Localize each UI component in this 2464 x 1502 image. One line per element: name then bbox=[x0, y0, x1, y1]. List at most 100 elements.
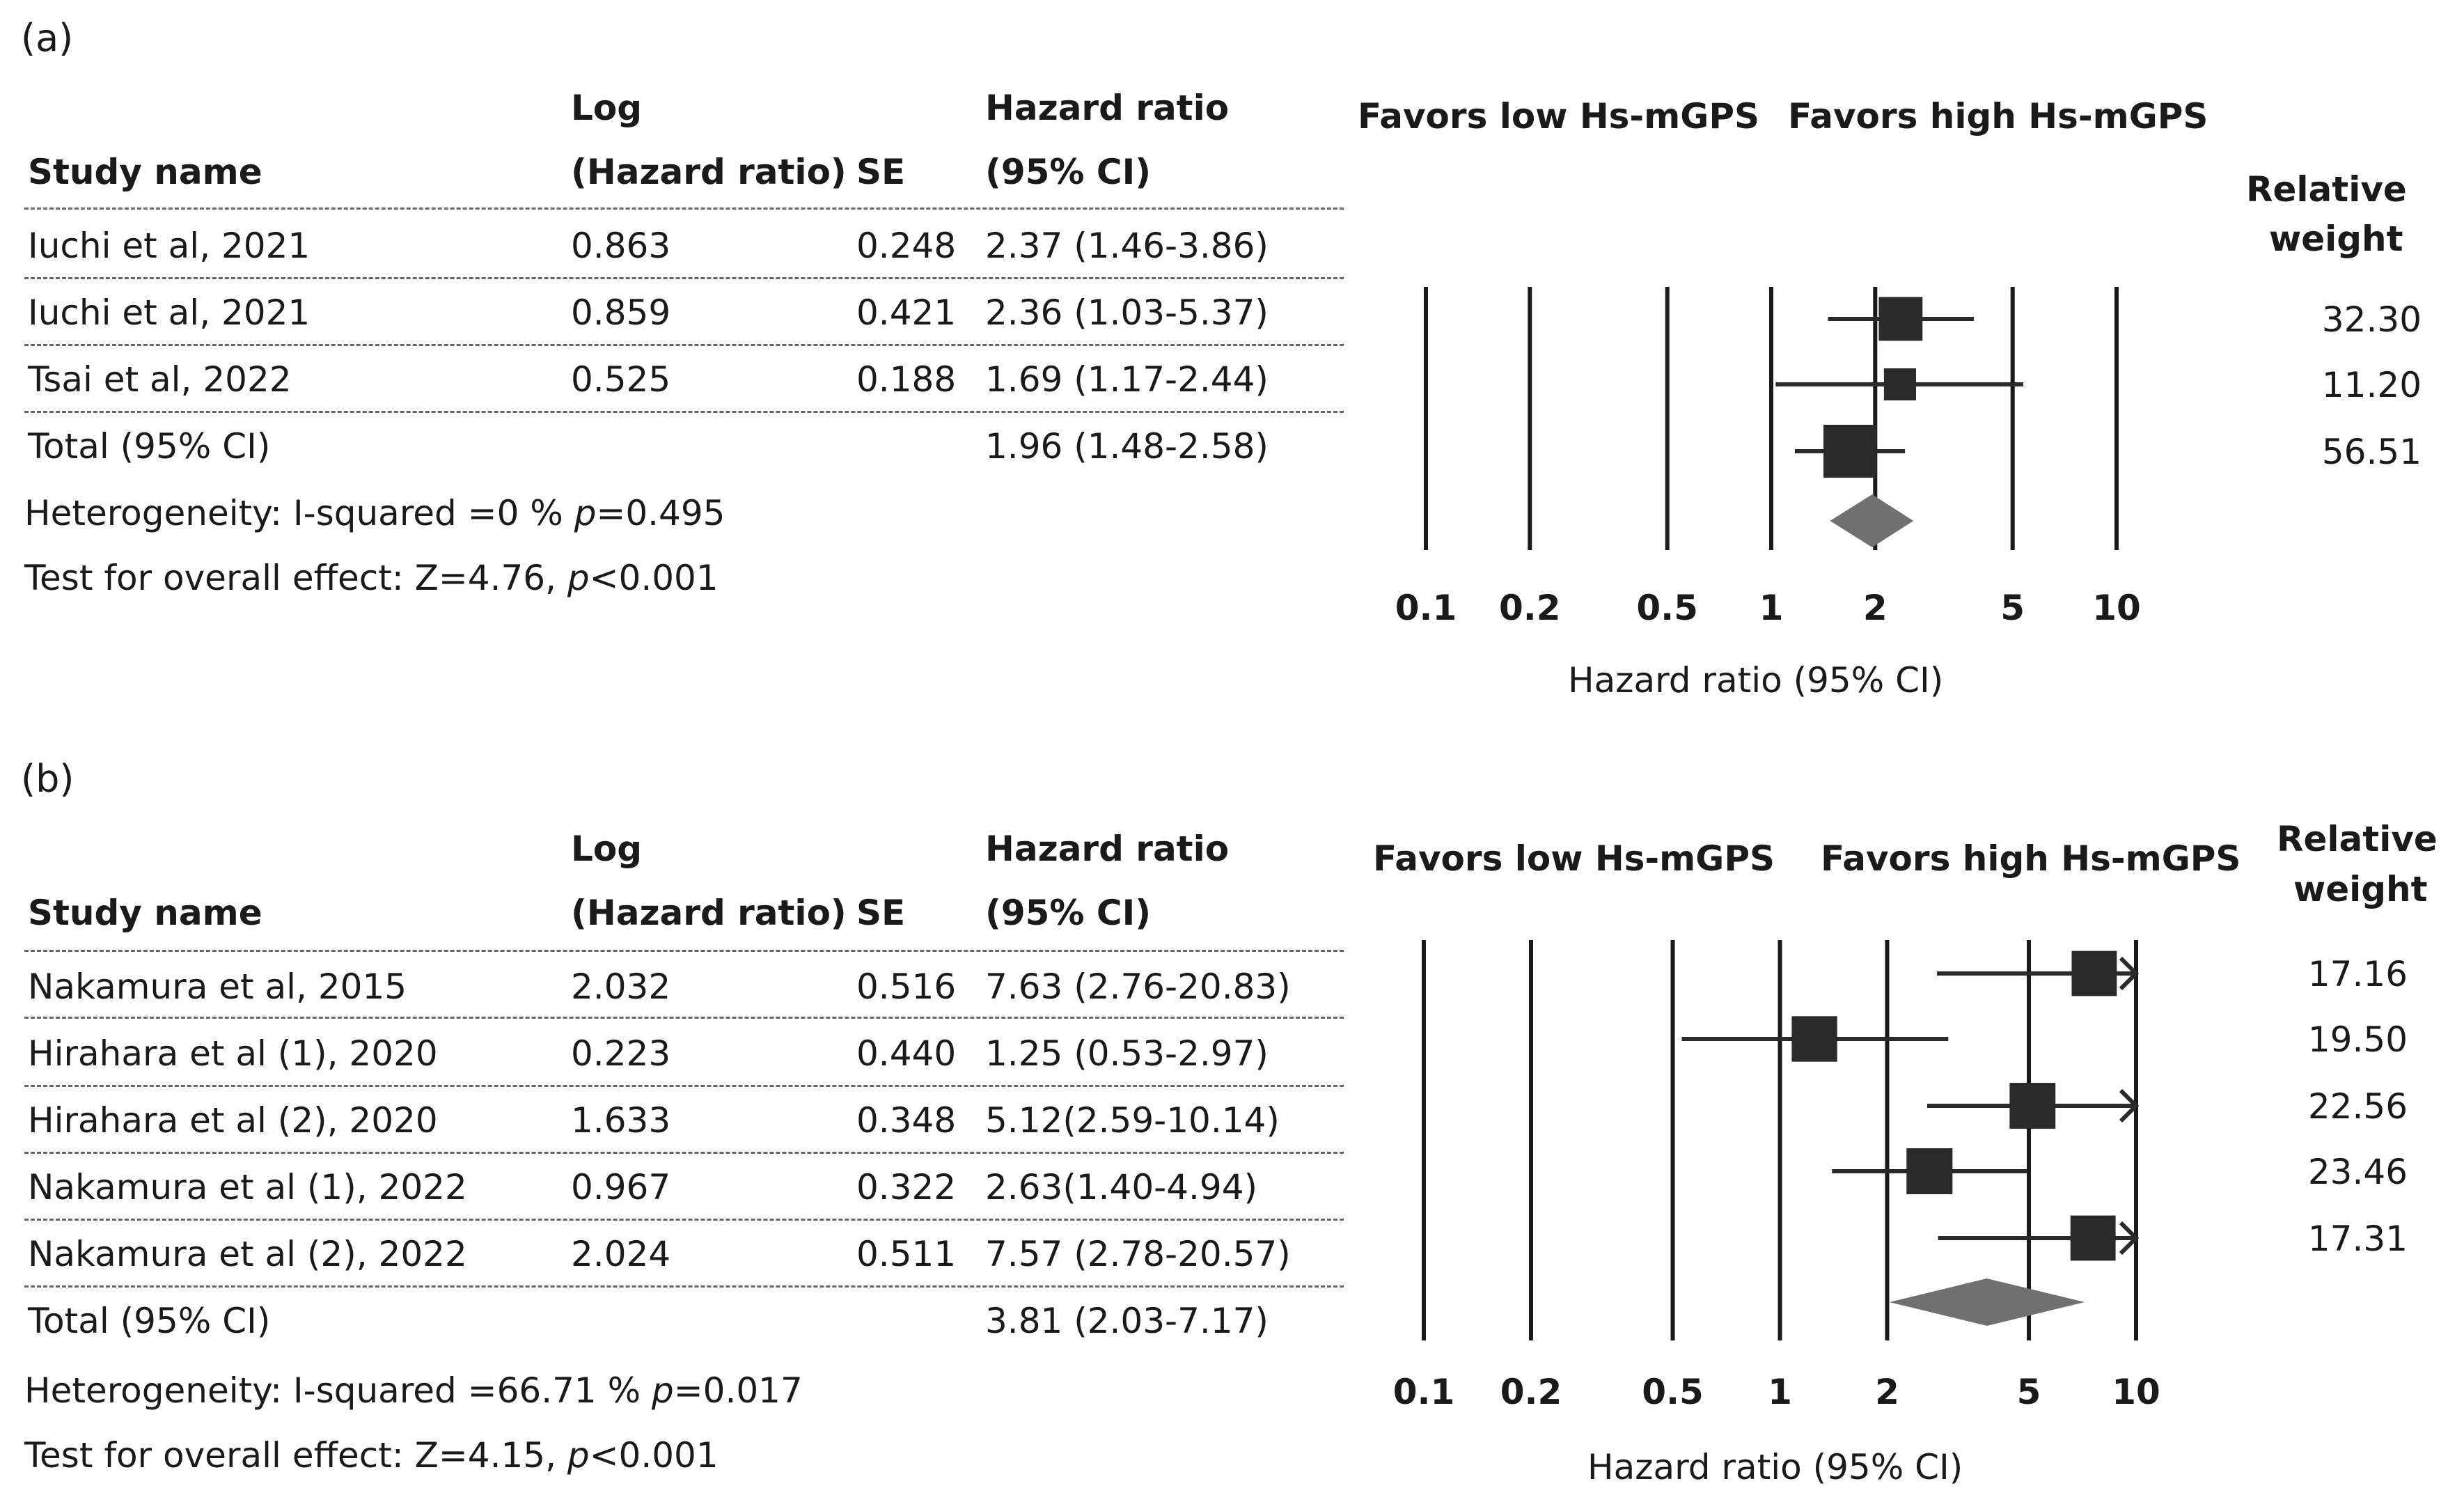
panel-b-header-divider bbox=[24, 950, 1344, 952]
panel-a-weight-header-1: Relative bbox=[2246, 169, 2407, 210]
panel-b-row-divider bbox=[24, 1085, 1344, 1087]
panel-b-row-4-study: Nakamura et al (1), 2022 bbox=[28, 1167, 467, 1207]
panel-b-total-label: Total (95% CI) bbox=[28, 1301, 271, 1341]
pooled-diamond bbox=[1830, 494, 1914, 547]
panel-b-row-4-se: 0.322 bbox=[856, 1167, 957, 1207]
panel-b-row-3-study: Hirahara et al (2), 2020 bbox=[28, 1100, 438, 1141]
panel-a-row-2-study: Iuchi et al, 2021 bbox=[28, 292, 311, 333]
effect-box-2 bbox=[1883, 368, 1916, 401]
effect-box-5 bbox=[2070, 1215, 2116, 1261]
panel-b-weight-header-2: weight bbox=[2293, 869, 2428, 909]
panel-a-favors-low: Favors low Hs-mGPS bbox=[1358, 96, 1759, 136]
x-tick-label: 0.2 bbox=[1500, 1372, 1562, 1412]
ci-arrow-1 bbox=[2119, 956, 2140, 991]
panel-a-row-2-hr: 2.36 (1.03-5.37) bbox=[985, 292, 1269, 333]
panel-b-row-divider bbox=[24, 1285, 1344, 1288]
panel-b-header-se: SE bbox=[856, 893, 906, 933]
panel-a-header-log-line1: Log bbox=[571, 88, 643, 128]
panel-b-heterogeneity: Heterogeneity: I-squared =66.71 % p=0.01… bbox=[24, 1370, 803, 1411]
panel-b-row-5-se: 0.511 bbox=[856, 1234, 957, 1274]
panel-a-row-2-log: 0.859 bbox=[571, 292, 671, 333]
relative-weight-3: 56.51 bbox=[2322, 432, 2422, 472]
panel-a-header-hr-line2: (95% CI) bbox=[985, 152, 1152, 192]
ci-arrow-5 bbox=[2119, 1221, 2140, 1255]
panel-a-header-hr-line1: Hazard ratio bbox=[985, 88, 1230, 128]
panel-b-row-2-study: Hirahara et al (1), 2020 bbox=[28, 1033, 438, 1074]
effect-box-3 bbox=[1823, 425, 1877, 478]
x-tick-label: 0.2 bbox=[1499, 588, 1561, 628]
panel-b-favors-high: Favors high Hs-mGPS bbox=[1821, 838, 2241, 879]
panel-a-row-1-study: Iuchi et al, 2021 bbox=[28, 226, 311, 266]
x-tick-label: 1 bbox=[1759, 588, 1784, 628]
panel-b-total-hr: 3.81 (2.03-7.17) bbox=[985, 1301, 1269, 1341]
effect-box-3 bbox=[2009, 1083, 2056, 1129]
panel-b-row-divider bbox=[24, 1017, 1344, 1019]
panel-b-header-hr-line2: (95% CI) bbox=[985, 893, 1152, 933]
relative-weight-5: 17.31 bbox=[2308, 1219, 2408, 1259]
panel-b-row-5-hr: 7.57 (2.78-20.57) bbox=[985, 1234, 1291, 1274]
x-tick-label: 5 bbox=[2017, 1372, 2041, 1412]
panel-a-favors-high: Favors high Hs-mGPS bbox=[1788, 96, 2208, 136]
panel-b-row-1-study: Nakamura et al, 2015 bbox=[28, 967, 407, 1007]
panel-b-row-1-hr: 7.63 (2.76-20.83) bbox=[985, 967, 1291, 1007]
panel-b-row-5-study: Nakamura et al (2), 2022 bbox=[28, 1234, 467, 1274]
panel-b-favors-low: Favors low Hs-mGPS bbox=[1373, 838, 1775, 879]
x-tick-label: 0.1 bbox=[1395, 588, 1457, 628]
panel-a-row-1-hr: 2.37 (1.46-3.86) bbox=[985, 226, 1269, 266]
panel-a-header-divider bbox=[24, 208, 1344, 210]
panel-a-row-divider bbox=[24, 344, 1344, 346]
panel-a-overall-effect: Test for overall effect: Z=4.76, p<0.001 bbox=[24, 558, 719, 598]
relative-weight-2: 11.20 bbox=[2322, 365, 2422, 405]
panel-a-header-se: SE bbox=[856, 152, 906, 192]
x-tick-label: 2 bbox=[1863, 588, 1888, 628]
panel-b-header-log-line2: (Hazard ratio) bbox=[571, 893, 847, 933]
panel-a-row-2-se: 0.421 bbox=[856, 292, 957, 333]
panel-b-row-4-log: 0.967 bbox=[571, 1167, 671, 1207]
panel-b-row-divider bbox=[24, 1152, 1344, 1154]
panel-b-row-1-log: 2.032 bbox=[571, 967, 671, 1007]
panel-b-row-2-log: 0.223 bbox=[571, 1033, 671, 1074]
relative-weight-3: 22.56 bbox=[2308, 1086, 2408, 1127]
x-tick-label: 10 bbox=[2112, 1372, 2160, 1412]
x-tick-label: 2 bbox=[1875, 1372, 1899, 1412]
panel-a-header-log-line2: (Hazard ratio) bbox=[571, 152, 847, 192]
panel-a-row-1-log: 0.863 bbox=[571, 226, 671, 266]
panel-a-row-3-log: 0.525 bbox=[571, 359, 671, 400]
pooled-diamond bbox=[1889, 1278, 2085, 1326]
panel-a-total-hr: 1.96 (1.48-2.58) bbox=[985, 426, 1269, 467]
relative-weight-1: 17.16 bbox=[2308, 954, 2408, 994]
panel-a-row-3-hr: 1.69 (1.17-2.44) bbox=[985, 359, 1269, 400]
panel-b-row-4-hr: 2.63(1.40-4.94) bbox=[985, 1167, 1258, 1207]
panel-b-weight-header-1: Relative bbox=[2277, 819, 2438, 859]
effect-box-2 bbox=[1791, 1016, 1837, 1062]
x-tick-label: 0.5 bbox=[1636, 588, 1698, 628]
panel-a-row-divider bbox=[24, 411, 1344, 413]
panel-a-weight-header-2: weight bbox=[2269, 219, 2403, 259]
panel-a-label: (a) bbox=[21, 16, 74, 60]
panel-a-total-label: Total (95% CI) bbox=[28, 426, 271, 467]
effect-box-4 bbox=[1906, 1148, 1953, 1194]
panel-b-row-2-hr: 1.25 (0.53-2.97) bbox=[985, 1033, 1269, 1074]
panel-b-row-divider bbox=[24, 1219, 1344, 1221]
panel-b-label: (b) bbox=[21, 757, 74, 801]
panel-a-row-divider bbox=[24, 277, 1344, 279]
effect-box-1 bbox=[2071, 951, 2117, 996]
ci-arrow-3 bbox=[2119, 1088, 2140, 1123]
panel-a-row-1-se: 0.248 bbox=[856, 226, 957, 266]
panel-b-row-3-se: 0.348 bbox=[856, 1100, 957, 1141]
panel-b-header-log-line1: Log bbox=[571, 829, 643, 869]
x-tick-label: 0.5 bbox=[1642, 1372, 1704, 1412]
panel-b-row-2-se: 0.440 bbox=[856, 1033, 957, 1074]
panel-a-heterogeneity: Heterogeneity: I-squared =0 % p=0.495 bbox=[24, 493, 725, 533]
panel-b-row-1-se: 0.516 bbox=[856, 967, 957, 1007]
x-tick-label: 1 bbox=[1768, 1372, 1792, 1412]
x-tick-label: 0.1 bbox=[1393, 1372, 1455, 1412]
panel-b-row-3-log: 1.633 bbox=[571, 1100, 671, 1141]
relative-weight-1: 32.30 bbox=[2322, 299, 2422, 340]
relative-weight-2: 19.50 bbox=[2308, 1019, 2408, 1060]
panel-a-row-3-study: Tsai et al, 2022 bbox=[28, 359, 292, 400]
panel-a-row-3-se: 0.188 bbox=[856, 359, 957, 400]
relative-weight-4: 23.46 bbox=[2308, 1152, 2408, 1192]
panel-a-forest-plot: 0.1 0.2 0.5 1 2 5 10 32.30 11.20 56.51 bbox=[1395, 287, 2422, 628]
